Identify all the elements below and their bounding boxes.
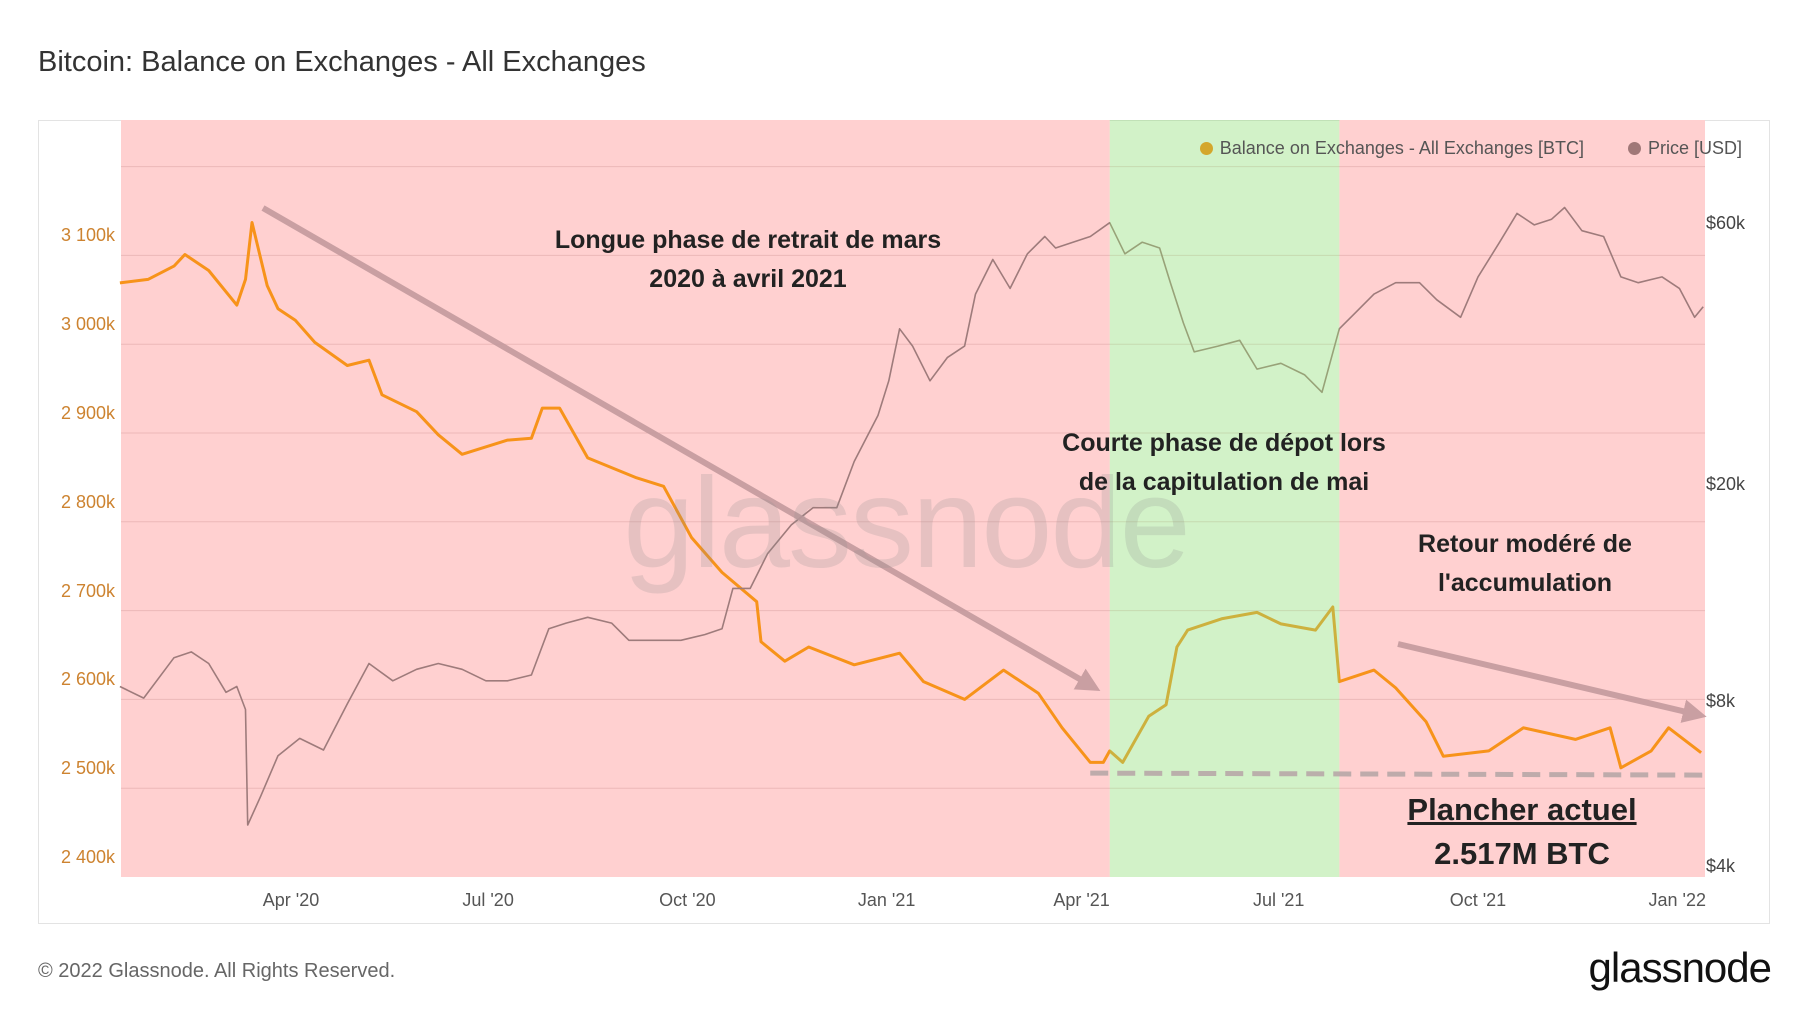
annotation-line: Retour modéré de (1418, 530, 1632, 558)
legend: Balance on Exchanges - All Exchanges [BT… (1199, 138, 1742, 159)
floor-reference-line (1090, 770, 1706, 778)
annotation-line: Courte phase de dépot lors (1062, 429, 1386, 457)
legend-item-balance[interactable]: Balance on Exchanges - All Exchanges [BT… (1199, 138, 1584, 159)
x-tick-label: Oct '20 (659, 890, 716, 910)
annotation-floor: Plancher actuel 2.517M BTC (1407, 788, 1636, 876)
x-tick-label: Apr '21 (1053, 890, 1110, 910)
y-left-tick-label: 2 800k (61, 491, 116, 512)
annotation-line: l'accumulation (1437, 569, 1613, 597)
y-left-tick-label: 2 500k (61, 758, 116, 779)
copyright: © 2022 Glassnode. All Rights Reserved. (38, 960, 396, 982)
y-left-tick-label: 3 100k (61, 225, 116, 246)
glassnode-logo[interactable]: glassnode (1588, 944, 1772, 991)
y-right-tick-label: $20k (1706, 473, 1746, 494)
band-deposit-phase (1109, 120, 1340, 877)
chart-title: Bitcoin: Balance on Exchanges - All Exch… (38, 46, 646, 78)
x-tick-label: Apr '20 (262, 890, 320, 910)
y-right-tick-label: $60k (1706, 212, 1746, 233)
watermark: glassnode (623, 452, 1191, 595)
y-right-tick-label: $4k (1706, 855, 1736, 876)
x-tick-label: Jan '21 (857, 890, 916, 910)
legend-dot-icon (1627, 142, 1641, 155)
band-withdrawal-phase (121, 120, 1110, 877)
x-tick-label: Jan '22 (1648, 890, 1706, 910)
balance-series-line (119, 221, 1703, 770)
annotation-line: 2020 à avril 2021 (649, 265, 847, 293)
y-left-tick-label: 2 400k (61, 847, 116, 867)
annotation-withdrawal: Longue phase de retrait de mars 2020 à a… (555, 221, 941, 299)
legend-item-price[interactable]: Price [USD] (1627, 138, 1742, 159)
x-tick-label: Jul '21 (1252, 890, 1305, 910)
floor-title: Plancher actuel (1407, 792, 1637, 827)
annotation-deposit: Courte phase de dépot lors de la capitul… (1062, 424, 1386, 502)
y-left-tick-label: 2 900k (61, 403, 116, 423)
y-left-tick-label: 2 600k (61, 669, 116, 690)
price-series-line (119, 206, 1704, 826)
y-left-tick-label: 2 700k (61, 580, 116, 601)
floor-value: 2.517M BTC (1434, 836, 1610, 871)
x-tick-label: Oct '21 (1449, 890, 1507, 910)
legend-label: Price [USD] (1647, 138, 1742, 158)
y-right-tick-label: $8k (1706, 691, 1736, 712)
band-withdrawal-phase (1339, 120, 1705, 877)
annotation-line: de la capitulation de mai (1078, 468, 1370, 496)
legend-dot-icon (1199, 142, 1213, 155)
annotation-accumulation: Retour modéré de l'accumulation (1418, 525, 1632, 603)
trend-arrow-withdrawal (261, 205, 1101, 691)
x-tick-label: Jul '20 (462, 890, 514, 910)
y-left-tick-label: 3 000k (61, 314, 116, 335)
legend-label: Balance on Exchanges - All Exchanges [BT… (1219, 138, 1584, 158)
annotation-line: Longue phase de retrait de mars (554, 226, 942, 254)
trend-arrow-accumulation (1397, 641, 1707, 723)
